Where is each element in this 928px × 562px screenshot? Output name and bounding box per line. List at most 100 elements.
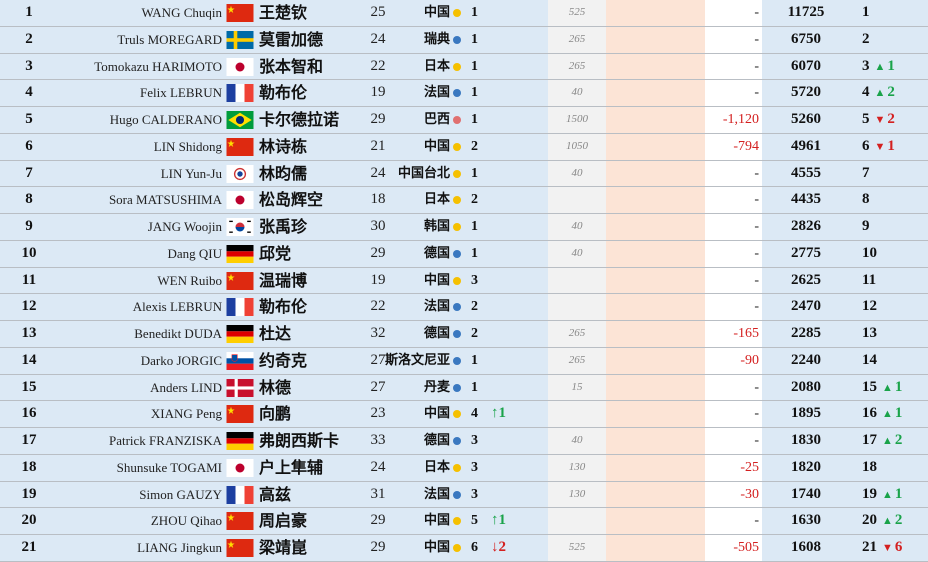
region-dot-icon — [453, 463, 461, 472]
country-rank: 1 — [471, 165, 478, 181]
table-row: 19 Simon GAUZY 高兹 31 法国 3 130 -30 1740 19 ▲ 1 — [0, 481, 928, 509]
age: 24 — [370, 458, 386, 475]
total-points: 2080 — [791, 378, 821, 395]
points-gained — [606, 160, 705, 187]
table-row: 7 LIN Yun-Ju 林昀儒 24 中国台北 1 40 - 4555 7 — [0, 160, 928, 188]
rank-change: 1 — [894, 485, 903, 502]
points-expiring: 130 — [548, 481, 606, 508]
france-flag-icon — [226, 84, 254, 103]
germany-flag-icon — [226, 244, 254, 263]
points-expiring: 40 — [548, 214, 606, 240]
player-name-cn: 卡尔德拉诺 — [259, 110, 340, 129]
age: 29 — [370, 539, 386, 555]
player-name-cn: 莫雷加德 — [259, 29, 324, 49]
player-name-en: Hugo CALDERANO — [109, 112, 222, 127]
new-rank-value: 3 — [862, 57, 870, 74]
total-points: 5260 — [791, 111, 821, 127]
region-dot-icon — [453, 35, 461, 44]
region-dot-icon — [453, 223, 461, 231]
table-row: 14 Darko JORGIC 约奇克 27 斯洛文尼亚 1 265 -90 2240 14 — [0, 347, 928, 375]
country: 日本 — [423, 58, 450, 74]
country-rank: 1 — [471, 85, 478, 101]
delta-value: - — [754, 245, 759, 261]
table-row: 4 Felix LEBRUN 勒布伦 19 法国 1 40 - 5720 4 ▲ 2 — [0, 80, 928, 107]
player-name-cn: 梁靖崑 — [259, 538, 308, 557]
age: 30 — [370, 218, 386, 234]
table-row: 13 Benedikt DUDA 杜达 32 德国 2 265 -165 2285 13 — [0, 321, 928, 348]
rank: 9 — [25, 218, 33, 234]
region-dot-icon — [453, 142, 461, 151]
points-expiring: 265 — [548, 347, 606, 374]
country: 德国 — [423, 326, 450, 341]
country: 中国 — [423, 272, 450, 288]
points-delta: - — [705, 428, 762, 454]
sweden-flag-icon — [226, 30, 254, 49]
new-rank-value: 19 — [862, 485, 877, 502]
country: 中国台北 — [397, 165, 450, 181]
points-expiring: 40 — [548, 428, 606, 454]
player-name-en: Dang QIU — [167, 245, 222, 261]
player-name-cn: 周启豪 — [259, 511, 308, 531]
points-gained — [606, 374, 705, 401]
rank: 1 — [25, 4, 33, 20]
player-name-en: Simon GAUZY — [139, 486, 222, 502]
player-name-en: Tomokazu HARIMOTO — [94, 58, 222, 74]
points-delta: -90 — [705, 347, 762, 374]
rank: 7 — [25, 164, 33, 181]
rank: 10 — [21, 244, 37, 261]
country: 法国 — [423, 85, 450, 101]
points-expiring — [548, 187, 606, 213]
country-rank: 5 — [471, 513, 478, 529]
region-dot-icon — [453, 116, 461, 124]
new-rank-value: 14 — [862, 351, 877, 368]
region-dot-icon — [453, 303, 461, 312]
points-delta: - — [705, 0, 762, 26]
rank: 4 — [25, 84, 33, 101]
player-name-cn: 户上隼辅 — [259, 457, 324, 477]
points-expiring: 265 — [548, 26, 606, 53]
player-name-en: Felix LEBRUN — [140, 85, 222, 101]
move-value: 1 — [498, 512, 507, 529]
points-gained — [606, 508, 705, 534]
total-points: 5720 — [791, 84, 821, 101]
table-row: 8 Sora MATSUSHIMA 松岛辉空 18 日本 2 - 4435 8 — [0, 187, 928, 214]
points-expiring — [548, 267, 606, 294]
table-row: 17 Patrick FRANZISKA 弗朗西斯卡 33 德国 3 40 - 1830 17 ▲ 2 — [0, 428, 928, 455]
age: 32 — [370, 325, 386, 341]
player-name-cn: 林昀儒 — [259, 163, 308, 183]
player-name-en: Shunsuke TOGAMI — [116, 459, 222, 475]
age: 22 — [370, 57, 386, 74]
delta-value: - — [754, 379, 759, 395]
points-expiring: 525 — [548, 0, 606, 26]
new-rank-value: 12 — [862, 298, 877, 315]
rank-change: 2 — [894, 432, 903, 448]
new-rank: 21 ▼ 6 — [862, 535, 902, 561]
region-dot-icon — [453, 9, 461, 17]
japan-flag-icon — [226, 458, 254, 477]
country: 中国 — [423, 540, 450, 555]
delta-value: - — [754, 272, 759, 288]
table-row: 1 WANG Chuqin 王楚钦 25 中国 1 525 - 11725 1 — [0, 0, 928, 27]
total-points: 1608 — [791, 539, 821, 555]
player-name-cn: 张本智和 — [259, 56, 324, 76]
rank-change: 1 — [887, 57, 895, 74]
table-row: 15 Anders LIND 林德 27 丹麦 1 15-2080 15 ▲ 1 — [0, 374, 928, 402]
country-rank: 2 — [471, 326, 478, 341]
points-delta: -1,120 — [705, 107, 762, 133]
delta-value: -25 — [740, 459, 759, 475]
player-name-en: Alexis LEBRUN — [132, 299, 222, 315]
points-delta: - — [705, 508, 762, 534]
rank: 21 — [21, 539, 37, 555]
points-delta: - — [705, 240, 762, 267]
region-dot-icon — [453, 169, 461, 178]
rank: 17 — [21, 432, 37, 448]
points-delta: -794 — [705, 133, 762, 160]
points-gained — [606, 481, 705, 508]
player-name-en: Benedikt DUDA — [134, 326, 222, 341]
move-value: 1 — [498, 405, 507, 422]
rank: 3 — [25, 57, 33, 74]
triangle-up-icon: ▲ — [882, 381, 893, 394]
triangle-up-icon: ▲ — [874, 60, 886, 73]
total-points: 1740 — [791, 485, 821, 502]
new-rank-value: 1 — [862, 4, 870, 20]
